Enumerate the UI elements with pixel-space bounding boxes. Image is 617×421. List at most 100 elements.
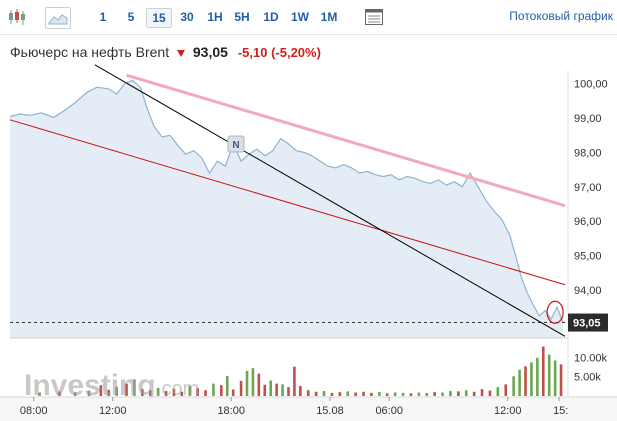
- timeframe-1w[interactable]: 1W: [291, 10, 309, 24]
- y-tick-label: 98,00: [574, 147, 602, 159]
- volume-bar: [58, 391, 61, 396]
- price-line: [9, 79, 564, 323]
- investing-watermark-suffix: .com: [156, 378, 199, 400]
- volume-bar: [524, 366, 527, 396]
- volume-bar: [225, 375, 229, 396]
- volume-bar: [156, 387, 160, 396]
- volume-bar: [281, 384, 284, 396]
- table-view-icon[interactable]: [362, 7, 386, 27]
- volume-bar: [504, 384, 508, 396]
- volume-bar: [231, 389, 235, 396]
- candlestick-chart-icon[interactable]: [6, 7, 30, 27]
- timeframe-1d[interactable]: 1D: [263, 10, 279, 24]
- timeframe-30[interactable]: 30: [180, 10, 194, 24]
- volume-bar: [378, 392, 381, 396]
- volume-bar: [287, 387, 290, 396]
- volume-bar: [220, 385, 223, 396]
- volume-bar: [354, 392, 357, 396]
- volume-bar: [141, 389, 144, 396]
- volume-bar: [496, 387, 500, 396]
- y-tick-label: 97,00: [574, 182, 602, 194]
- x-tick-label: 15.08: [316, 405, 344, 417]
- y-tick-label: 95,00: [574, 251, 602, 263]
- volume-bar: [263, 384, 267, 396]
- timeframe-5h[interactable]: 5H: [234, 10, 250, 24]
- volume-bar: [133, 379, 136, 396]
- volume-bar: [559, 364, 563, 396]
- streaming-chart-link[interactable]: Потоковый график: [509, 9, 613, 23]
- trendline: [94, 64, 566, 337]
- volume-bar: [148, 390, 152, 396]
- volume-bar: [269, 380, 273, 396]
- trendline: [9, 119, 566, 286]
- volume-bar: [322, 390, 326, 396]
- volume-bar: [204, 390, 207, 396]
- timeframe-1m[interactable]: 1M: [320, 10, 338, 24]
- volume-bar: [488, 390, 492, 396]
- timeframe-1[interactable]: 1: [99, 10, 107, 24]
- chart-toolbar: 1 5 15 30 1H 5H 1D 1W 1M Потоковый график: [0, 0, 617, 35]
- volume-bar: [338, 392, 342, 396]
- volume-bar: [441, 392, 444, 396]
- x-tick-label: 18:00: [217, 405, 245, 417]
- volume-bar: [306, 390, 310, 396]
- volume-bar: [99, 385, 103, 396]
- volume-bar: [370, 392, 373, 396]
- x-tick-label: 06:00: [375, 405, 403, 417]
- x-tick-label: 12:00: [99, 405, 127, 417]
- y-tick-label: 96,00: [574, 216, 602, 228]
- volume-bar: [472, 391, 476, 396]
- volume-bar: [518, 369, 521, 396]
- volume-bar: [87, 390, 91, 396]
- area-chart-icon[interactable]: [45, 7, 71, 29]
- timeframe-1h[interactable]: 1H: [207, 10, 223, 24]
- timeframe-15[interactable]: 15: [146, 8, 172, 28]
- timeframe-5[interactable]: 5: [127, 10, 135, 24]
- volume-bar: [314, 391, 318, 396]
- volume-bar: [457, 391, 460, 396]
- volume-bar: [275, 383, 278, 396]
- volume-bar: [536, 357, 539, 396]
- y-tick-label: 100,00: [574, 79, 608, 91]
- volume-bar: [257, 373, 261, 396]
- last-price-box: [568, 313, 608, 332]
- volume-bar: [553, 360, 557, 396]
- news-marker-icon[interactable]: [227, 135, 245, 153]
- volume-bar: [188, 385, 192, 396]
- volume-bar: [512, 376, 515, 396]
- volume-bar: [362, 391, 365, 396]
- volume-bar: [464, 390, 468, 396]
- last-price-box-label: 93,05: [573, 318, 601, 330]
- volume-tick-label: 5.00k: [574, 372, 601, 384]
- volume-bar: [449, 390, 452, 396]
- instrument-name: Фьючерс на нефть Brent: [10, 44, 170, 60]
- volume-bar: [547, 354, 551, 396]
- volume-bar: [541, 346, 545, 396]
- circle-annotation: [546, 300, 564, 324]
- volume-bar: [245, 370, 249, 396]
- volume-tick-label: 10.00k: [574, 352, 608, 364]
- volume-bar: [330, 392, 334, 396]
- volume-bar: [107, 389, 111, 396]
- down-arrow-icon: [176, 49, 185, 57]
- volume-bar: [125, 383, 128, 396]
- last-price: 93,05: [192, 44, 228, 60]
- volume-bar: [212, 383, 215, 396]
- x-tick-label: 12:00: [494, 405, 522, 417]
- volume-bar: [393, 392, 397, 396]
- volume-bar: [433, 392, 436, 396]
- volume-bar: [73, 392, 77, 396]
- price-area-fill: [10, 80, 564, 339]
- x-tick-label: 15:: [553, 405, 568, 417]
- volume-bar: [299, 385, 302, 396]
- x-tick-label: 08:00: [20, 405, 48, 417]
- y-tick-label: 99,00: [574, 113, 602, 125]
- volume-bar: [480, 389, 484, 396]
- news-marker-label: N: [232, 140, 239, 151]
- volume-bar: [38, 392, 41, 396]
- trendline: [126, 73, 566, 208]
- volume-bar: [401, 392, 405, 396]
- volume-bar: [409, 393, 413, 396]
- volume-bar: [293, 366, 296, 396]
